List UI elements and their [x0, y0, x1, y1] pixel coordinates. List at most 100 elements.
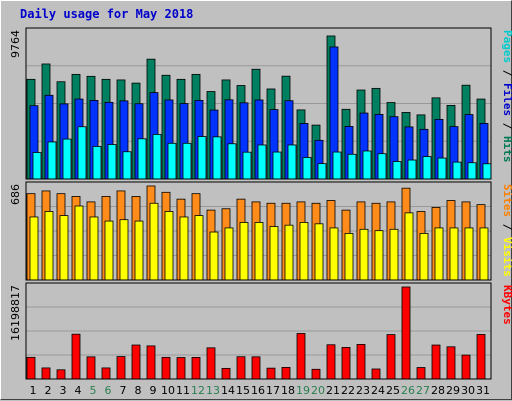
- x-tick-label-11: 11: [176, 384, 190, 397]
- x-tick-label-27: 27: [416, 384, 430, 397]
- y-max-label: 16198817: [9, 285, 22, 341]
- bar-pages-day-10: [167, 142, 177, 180]
- bar-pages-day-24: [377, 153, 387, 180]
- bar-kbytes-day-24: [371, 368, 381, 380]
- bar-pages-day-28: [437, 157, 447, 180]
- bar-sites-day-9: [149, 202, 159, 281]
- bar-sites-day-3: [59, 215, 69, 281]
- x-tick-label-10: 10: [161, 384, 175, 397]
- panel-border: [25, 27, 492, 180]
- bar-pages-day-29: [452, 161, 462, 180]
- x-tick-label-16: 16: [251, 384, 265, 397]
- bar-sites-day-1: [29, 216, 39, 281]
- legend-entry: Hits: [501, 136, 512, 163]
- bar-pages-day-9: [152, 134, 162, 180]
- bar-kbytes-day-21: [326, 344, 336, 380]
- bar-kbytes-day-29: [446, 346, 456, 380]
- bar-pages-day-19: [302, 157, 312, 180]
- bar-kbytes-day-5: [86, 356, 96, 380]
- bar-sites-day-29: [449, 227, 459, 281]
- x-tick-label-7: 7: [120, 384, 127, 397]
- bar-pages-day-27: [422, 156, 432, 180]
- bar-kbytes-day-16: [251, 356, 261, 380]
- bar-pages-day-17: [272, 151, 282, 180]
- legend-kbytes: KBytes: [501, 285, 512, 325]
- bar-pages-day-12: [197, 136, 207, 180]
- bar-sites-day-10: [164, 211, 174, 281]
- bar-pages-day-6: [107, 144, 117, 180]
- y-max-label: 686: [9, 184, 22, 205]
- bar-sites-day-31: [479, 227, 489, 281]
- bar-kbytes-day-2: [41, 367, 51, 380]
- x-tick-label-25: 25: [386, 384, 400, 397]
- x-tick-label-21: 21: [326, 384, 340, 397]
- bar-pages-day-7: [122, 151, 132, 180]
- bar-sites-day-16: [254, 222, 264, 281]
- bar-kbytes-day-25: [386, 334, 396, 380]
- bar-pages-day-13: [212, 136, 222, 180]
- bar-pages-day-5: [92, 146, 102, 180]
- bar-pages-day-23: [362, 150, 372, 180]
- bar-kbytes-day-13: [206, 347, 216, 380]
- bar-sites-day-26: [404, 212, 414, 281]
- legend-entry: Pages: [501, 30, 512, 63]
- x-tick-label-13: 13: [206, 384, 220, 397]
- x-tick-label-28: 28: [431, 384, 445, 397]
- bar-pages-day-1: [32, 152, 42, 180]
- legend-visits-sites: Sites / Visits: [501, 184, 512, 277]
- bar-kbytes-day-18: [281, 367, 291, 380]
- bar-pages-day-14: [227, 143, 237, 180]
- bar-pages-day-16: [257, 144, 267, 180]
- x-tick-label-6: 6: [105, 384, 112, 397]
- bar-kbytes-day-15: [236, 356, 246, 380]
- bar-kbytes-day-9: [146, 345, 156, 380]
- x-tick-label-29: 29: [446, 384, 460, 397]
- bar-sites-day-15: [239, 222, 249, 281]
- x-tick-label-26: 26: [401, 384, 415, 397]
- bar-pages-day-3: [62, 138, 72, 180]
- x-tick-label-24: 24: [371, 384, 385, 397]
- x-tick-label-22: 22: [341, 384, 355, 397]
- bar-kbytes-day-3: [56, 369, 66, 380]
- bar-kbytes-day-28: [431, 344, 441, 380]
- x-tick-label-23: 23: [356, 384, 370, 397]
- bar-kbytes-day-22: [341, 347, 351, 380]
- x-tick-label-15: 15: [236, 384, 250, 397]
- bar-sites-day-2: [44, 211, 54, 281]
- x-tick-label-12: 12: [191, 384, 205, 397]
- bar-kbytes-day-7: [116, 356, 126, 380]
- x-tick-label-3: 3: [60, 384, 67, 397]
- bar-kbytes-day-4: [71, 333, 81, 380]
- bar-kbytes-day-27: [416, 367, 426, 380]
- bar-pages-day-8: [137, 138, 147, 180]
- bar-kbytes-day-12: [191, 357, 201, 380]
- bar-kbytes-day-11: [176, 357, 186, 380]
- bar-kbytes-day-8: [131, 344, 141, 380]
- bar-pages-day-11: [182, 142, 192, 180]
- bar-pages-day-2: [47, 141, 57, 180]
- bar-sites-day-8: [134, 220, 144, 281]
- bar-kbytes-day-31: [476, 334, 486, 380]
- bar-pages-day-26: [407, 159, 417, 180]
- bar-sites-day-28: [434, 227, 444, 281]
- bar-sites-day-21: [329, 227, 339, 281]
- bar-sites-day-18: [284, 224, 294, 281]
- bar-sites-day-30: [464, 227, 474, 281]
- bar-sites-day-25: [389, 228, 399, 281]
- bar-kbytes-day-10: [161, 356, 171, 380]
- bar-kbytes-day-6: [101, 367, 111, 380]
- bar-sites-day-24: [374, 230, 384, 281]
- x-tick-label-18: 18: [281, 384, 295, 397]
- y-max-label: 9764: [9, 30, 22, 58]
- bar-kbytes-day-26: [401, 286, 411, 380]
- legend-hits-files-pages: Pages / Files / Hits: [501, 30, 512, 163]
- bar-sites-day-23: [359, 228, 369, 281]
- x-tick-label-9: 9: [150, 384, 157, 397]
- x-tick-label-5: 5: [90, 384, 97, 397]
- bar-kbytes-day-30: [461, 354, 471, 380]
- legend-entry: /: [501, 63, 512, 83]
- bar-sites-day-7: [119, 219, 129, 281]
- bar-kbytes-day-17: [266, 367, 276, 380]
